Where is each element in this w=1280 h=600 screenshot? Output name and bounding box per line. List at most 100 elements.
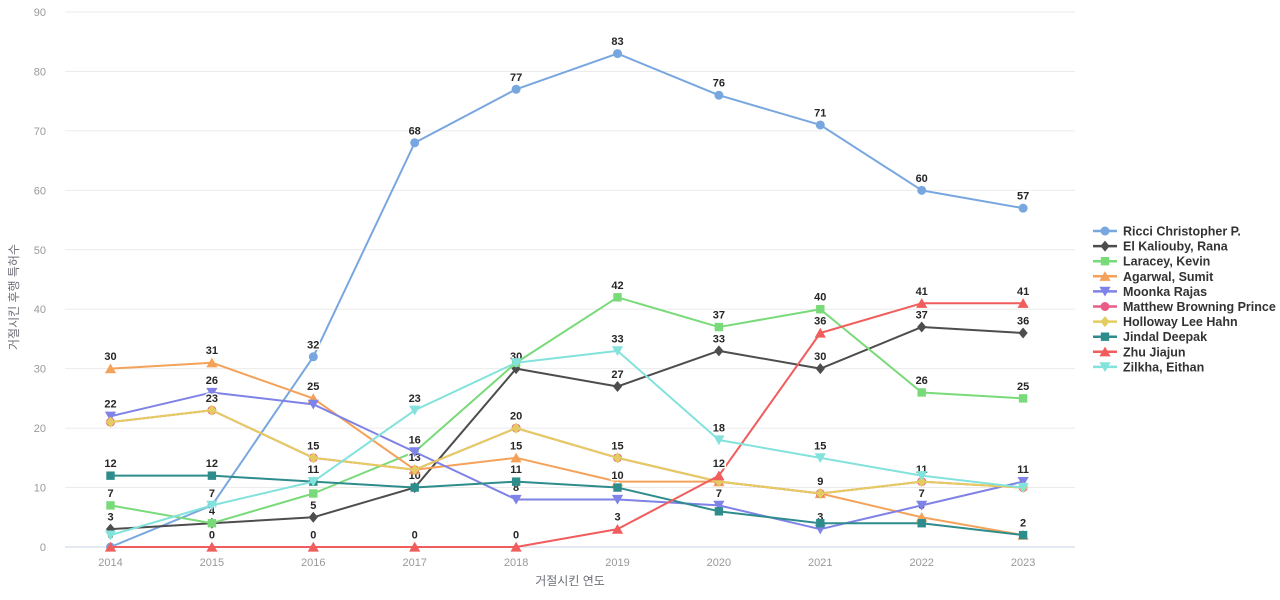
point-label: 20 bbox=[510, 411, 522, 423]
triangle-down-marker[interactable] bbox=[409, 447, 421, 458]
triangle-marker[interactable] bbox=[611, 523, 624, 534]
diamond-marker[interactable] bbox=[714, 345, 724, 357]
triangle-down-marker[interactable] bbox=[1017, 482, 1029, 493]
triangle-down-marker[interactable] bbox=[510, 494, 522, 505]
series-line-zhu-jiajun[interactable] bbox=[109, 302, 1025, 548]
square-marker[interactable] bbox=[106, 501, 115, 510]
square-marker[interactable] bbox=[816, 305, 825, 314]
triangle-down-marker[interactable] bbox=[611, 346, 624, 357]
triangle-down-marker[interactable] bbox=[307, 399, 319, 410]
point-label: 25 bbox=[307, 381, 319, 393]
triangle-marker[interactable] bbox=[510, 541, 522, 552]
legend-item-zhu-jiajun[interactable]: Zhu Jiajun bbox=[1093, 345, 1186, 359]
legend-item-el-kaliouby-rana[interactable]: El Kaliouby, Rana bbox=[1093, 240, 1229, 254]
triangle-down-marker[interactable] bbox=[916, 500, 928, 511]
triangle-marker[interactable] bbox=[409, 541, 421, 552]
triangle-down-marker[interactable] bbox=[713, 435, 725, 446]
diamond-marker[interactable] bbox=[410, 464, 420, 476]
triangle-marker[interactable] bbox=[916, 298, 928, 308]
triangle-marker[interactable] bbox=[206, 541, 218, 552]
series-line-jindal-deepak[interactable] bbox=[109, 474, 1025, 537]
diamond-marker[interactable] bbox=[1018, 327, 1028, 339]
series-line-holloway-lee-hahn[interactable] bbox=[109, 409, 1025, 495]
square-marker[interactable] bbox=[917, 519, 926, 528]
legend-item-ricci-christopher-p[interactable]: Ricci Christopher P. bbox=[1093, 225, 1241, 239]
triangle-down-marker[interactable] bbox=[104, 411, 117, 422]
triangle-down-marker[interactable] bbox=[206, 500, 218, 511]
diamond-marker[interactable] bbox=[815, 488, 825, 499]
square-marker[interactable] bbox=[917, 388, 926, 397]
legend-item-laracey-kevin[interactable]: Laracey, Kevin bbox=[1093, 255, 1210, 269]
legend-item-jindal-deepak[interactable]: Jindal Deepak bbox=[1093, 330, 1207, 344]
square-marker[interactable] bbox=[613, 483, 622, 492]
circle-marker[interactable] bbox=[511, 84, 521, 94]
y-tick-label: 30 bbox=[34, 364, 46, 376]
square-marker[interactable] bbox=[1018, 394, 1028, 403]
diamond-marker[interactable] bbox=[612, 452, 623, 464]
triangle-down-marker[interactable] bbox=[1017, 477, 1029, 487]
point-label: 12 bbox=[206, 458, 218, 470]
legend-item-agarwal-sumit[interactable]: Agarwal, Sumit bbox=[1093, 270, 1214, 284]
diamond-marker[interactable] bbox=[308, 511, 318, 523]
point-label: 31 bbox=[206, 345, 218, 357]
triangle-down-marker[interactable] bbox=[814, 453, 826, 464]
diamond-marker[interactable] bbox=[207, 404, 217, 416]
square-marker[interactable] bbox=[410, 483, 419, 492]
triangle-marker[interactable] bbox=[307, 541, 319, 552]
triangle-marker[interactable] bbox=[814, 327, 826, 338]
series-line-ricci-christopher-p[interactable] bbox=[109, 52, 1025, 548]
diamond-marker bbox=[1100, 316, 1110, 328]
legend-label: Ricci Christopher P. bbox=[1123, 225, 1241, 239]
series-line-el-kaliouby-rana[interactable] bbox=[109, 326, 1025, 531]
diamond-marker[interactable] bbox=[917, 476, 927, 488]
legend-item-zilkha-eithan[interactable]: Zilkha, Eithan bbox=[1093, 360, 1204, 374]
diamond-marker[interactable] bbox=[612, 381, 623, 392]
legend-label: Holloway Lee Hahn bbox=[1123, 315, 1238, 329]
legend-item-matthew-browning-prince[interactable]: Matthew Browning Prince bbox=[1093, 300, 1276, 314]
triangle-marker[interactable] bbox=[510, 452, 522, 463]
triangle-down-marker[interactable] bbox=[713, 500, 725, 511]
legend-item-holloway-lee-hahn[interactable]: Holloway Lee Hahn bbox=[1093, 315, 1238, 329]
triangle-marker[interactable] bbox=[206, 357, 218, 368]
square-marker[interactable] bbox=[1018, 530, 1028, 540]
triangle-marker[interactable] bbox=[104, 541, 117, 552]
square-marker[interactable] bbox=[207, 519, 217, 528]
series-line-moonka-rajas[interactable] bbox=[109, 391, 1025, 531]
square-marker[interactable] bbox=[207, 471, 217, 480]
series-line-laracey-kevin[interactable] bbox=[109, 296, 1025, 525]
legend-item-moonka-rajas[interactable]: Moonka Rajas bbox=[1093, 285, 1207, 299]
circle-marker[interactable] bbox=[815, 120, 825, 130]
circle-marker[interactable] bbox=[714, 90, 724, 100]
triangle-marker[interactable] bbox=[1017, 298, 1029, 308]
square-marker[interactable] bbox=[613, 293, 622, 302]
triangle-down-marker[interactable] bbox=[409, 405, 421, 416]
triangle-marker[interactable] bbox=[713, 470, 725, 481]
point-label: 18 bbox=[713, 423, 725, 435]
circle-marker[interactable] bbox=[917, 185, 927, 195]
diamond-marker[interactable] bbox=[917, 321, 927, 333]
circle-marker[interactable] bbox=[1018, 203, 1028, 213]
triangle-down-marker[interactable] bbox=[206, 387, 218, 398]
diamond-marker[interactable] bbox=[105, 523, 116, 535]
triangle-down-marker[interactable] bbox=[510, 358, 522, 368]
triangle-down-marker[interactable] bbox=[916, 471, 928, 481]
circle-marker[interactable] bbox=[613, 49, 622, 59]
square-marker[interactable] bbox=[714, 507, 724, 516]
square-marker[interactable] bbox=[511, 477, 521, 486]
diamond-marker[interactable] bbox=[511, 422, 521, 434]
square-marker[interactable] bbox=[309, 489, 318, 498]
triangle-down-marker[interactable] bbox=[307, 477, 319, 487]
circle-marker[interactable] bbox=[410, 138, 420, 148]
square-marker[interactable] bbox=[106, 471, 115, 480]
diamond-marker[interactable] bbox=[815, 363, 825, 375]
square-marker[interactable] bbox=[816, 519, 825, 528]
diamond-marker[interactable] bbox=[105, 416, 116, 428]
diamond-marker[interactable] bbox=[308, 452, 318, 464]
triangle-down-marker[interactable] bbox=[104, 530, 117, 541]
triangle-marker[interactable] bbox=[104, 363, 117, 374]
series-line-zilkha-eithan[interactable] bbox=[109, 349, 1025, 537]
triangle-down-marker[interactable] bbox=[611, 494, 624, 505]
series-line-agarwal-sumit[interactable] bbox=[109, 361, 1025, 537]
square-marker[interactable] bbox=[714, 322, 724, 332]
circle-marker[interactable] bbox=[308, 352, 318, 362]
